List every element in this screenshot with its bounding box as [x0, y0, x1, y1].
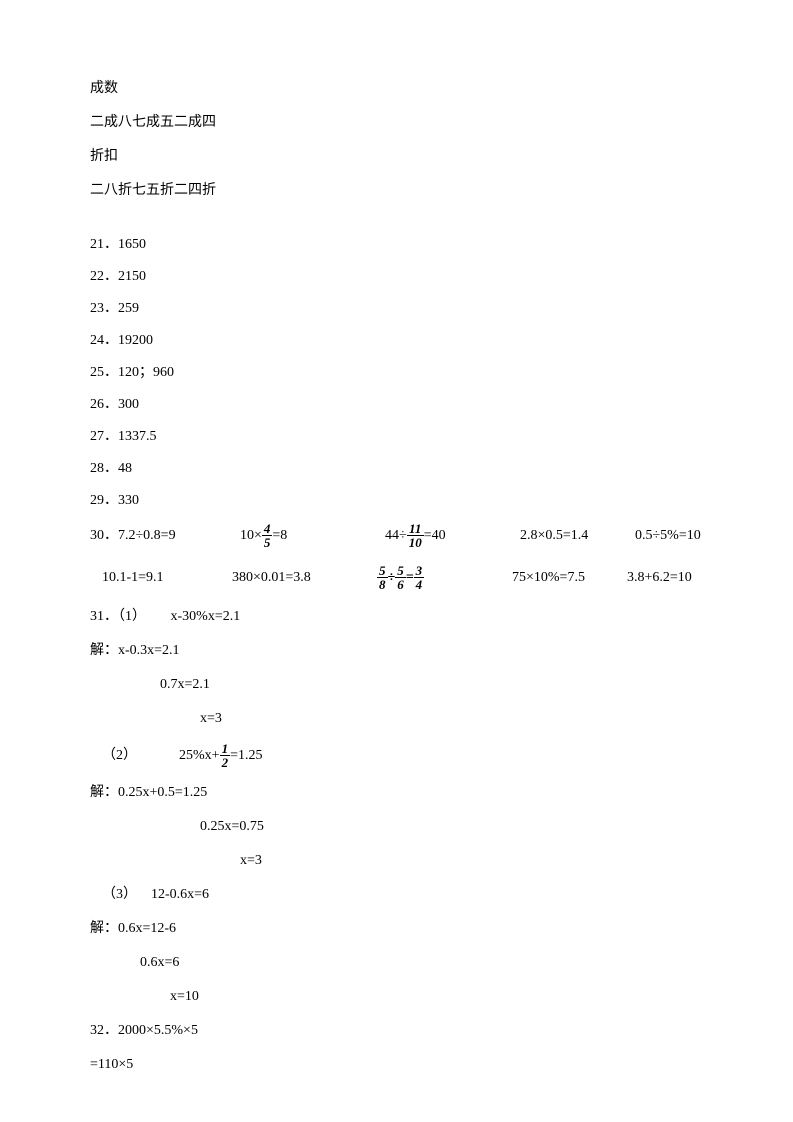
frac-num: 5	[377, 564, 388, 578]
frac-1-2: 1 2	[220, 742, 231, 769]
q30-c4: 2.8×0.5=1.4	[520, 525, 635, 546]
frac-num: 5	[395, 564, 406, 578]
q31-p3s1: 解：0.6x=12-6	[90, 918, 703, 939]
q31-p3s3: x=10	[90, 986, 703, 1007]
answer-25: 25．120；960	[90, 362, 703, 383]
q31-p2s3: x=3	[90, 850, 703, 871]
answer-21: 21．1650	[90, 234, 703, 255]
frac-11-10: 11 10	[407, 522, 424, 549]
q30-c5: 0.5÷5%=10	[635, 525, 701, 546]
q31-s1: 解：x-0.3x=2.1	[90, 640, 703, 661]
q30b-c2: 380×0.01=3.8	[232, 567, 377, 588]
row-30a: 30．7.2÷0.8=9 10× 4 5 =8 44÷ 11 10 =40 2.…	[90, 522, 703, 549]
answer-24: 24．19200	[90, 330, 703, 351]
frac-3-4: 3 4	[414, 564, 425, 591]
q30b-c4: 75×10%=7.5	[512, 567, 627, 588]
header-l2: 二成八七成五二成四	[90, 112, 703, 133]
q31-p2: （2） 25%x+ 1 2 =1.25	[90, 742, 262, 769]
frac-den: 10	[407, 536, 424, 549]
frac-5-8: 5 8	[377, 564, 388, 591]
frac-num: 3	[414, 564, 425, 578]
frac-den: 5	[262, 536, 273, 549]
q31-s3: x=3	[90, 708, 703, 729]
row-30b: 10.1-1=9.1 380×0.01=3.8 5 8 ÷ 5 6 = 3 4 …	[90, 564, 703, 591]
op-div: ÷	[388, 567, 396, 588]
q30-c3b: =40	[424, 525, 446, 546]
frac-num: 1	[220, 742, 231, 756]
frac-num: 4	[262, 522, 273, 536]
q30b-c1: 10.1-1=9.1	[102, 567, 232, 588]
q32-l1: 32．2000×5.5%×5	[90, 1020, 703, 1041]
frac-4-5: 4 5	[262, 522, 273, 549]
q30-c3: 44÷ 11 10 =40	[385, 522, 520, 549]
header-l4: 二八折七五折二四折	[90, 180, 703, 201]
answer-22: 22．2150	[90, 266, 703, 287]
answer-28: 28．48	[90, 458, 703, 479]
q30-c3a: 44÷	[385, 525, 407, 546]
header-l3: 折扣	[90, 146, 703, 167]
header-l1: 成数	[90, 78, 703, 99]
q31-p3s2: 0.6x=6	[90, 952, 703, 973]
op-eq: =	[406, 567, 414, 588]
q31-head: 31．（1） x-30%x=2.1	[90, 606, 703, 627]
q30-c2a: 10×	[240, 525, 262, 546]
answer-23: 23．259	[90, 298, 703, 319]
answer-26: 26．300	[90, 394, 703, 415]
q31-p2s1: 解：0.25x+0.5=1.25	[90, 782, 703, 803]
q30-c2b: =8	[272, 525, 287, 546]
q30b-c3: 5 8 ÷ 5 6 = 3 4	[377, 564, 512, 591]
frac-den: 6	[395, 578, 406, 591]
q30b-c5: 3.8+6.2=10	[627, 567, 692, 588]
q31-s2: 0.7x=2.1	[90, 674, 703, 695]
q31-p3: （3） 12-0.6x=6	[90, 884, 703, 905]
frac-den: 8	[377, 578, 388, 591]
q31-p2a: （2） 25%x+	[102, 745, 220, 766]
q30-prefix: 30．	[90, 528, 118, 543]
frac-5-6: 5 6	[395, 564, 406, 591]
answer-27: 27．1337.5	[90, 426, 703, 447]
q31-p2s2: 0.25x=0.75	[90, 816, 703, 837]
answer-29: 29．330	[90, 490, 703, 511]
q32-l2: =110×5	[90, 1054, 703, 1075]
frac-num: 11	[407, 522, 424, 536]
frac-den: 4	[414, 578, 425, 591]
frac-den: 2	[220, 756, 231, 769]
q30-c2: 10× 4 5 =8	[240, 522, 385, 549]
q31-p2b: =1.25	[230, 745, 262, 766]
q30-c1: 7.2÷0.8=9	[118, 528, 176, 543]
